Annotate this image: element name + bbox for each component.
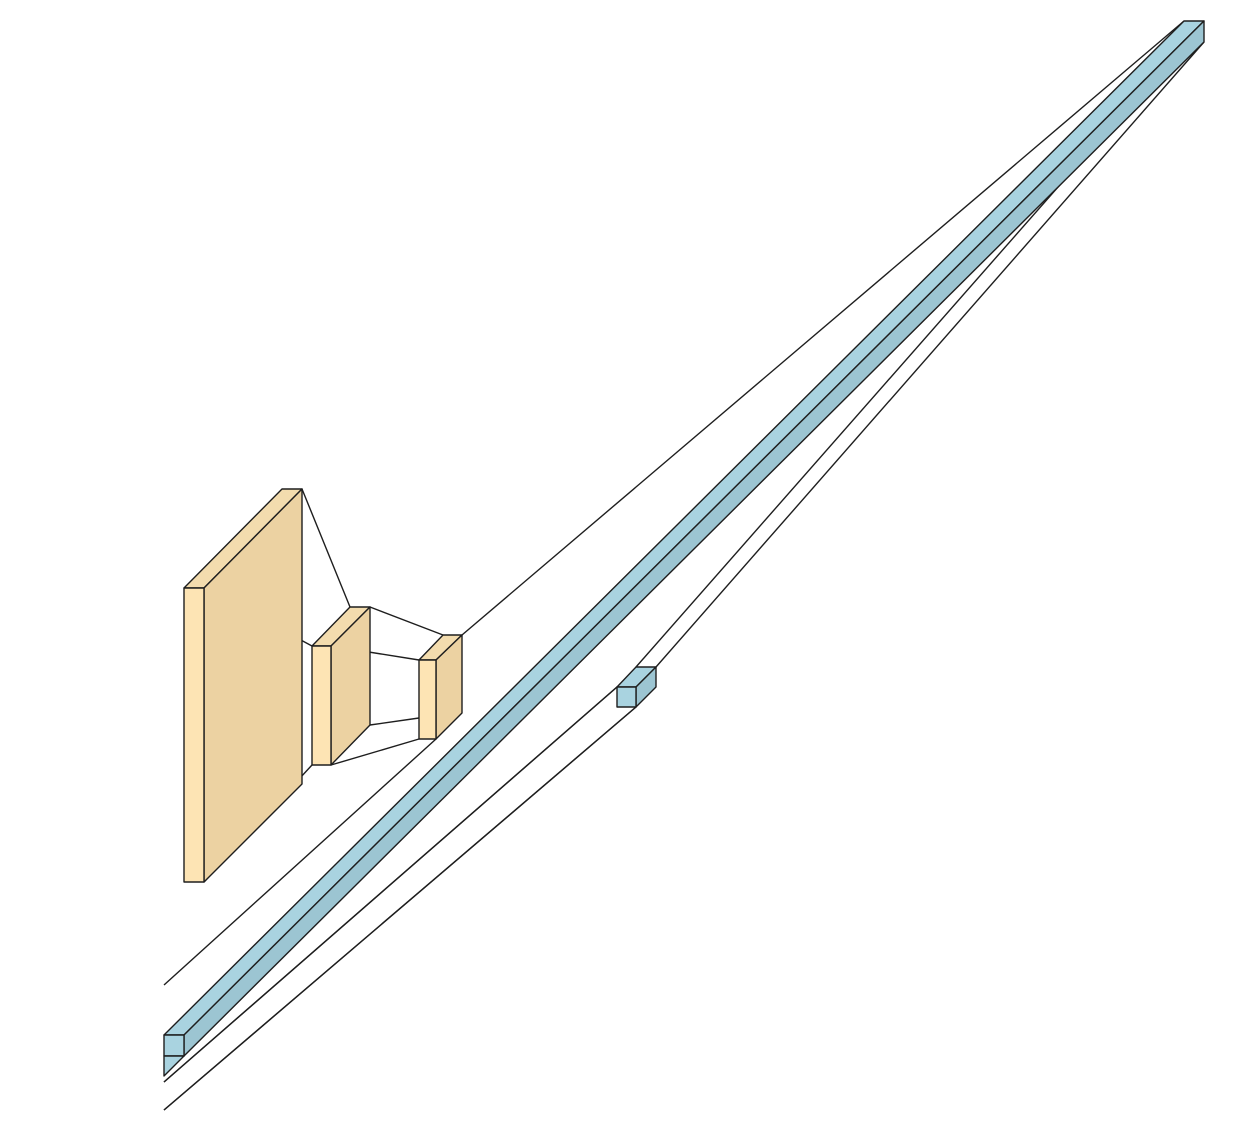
connection-line bbox=[369, 717, 420, 726]
conv-layer-3-front-face bbox=[418, 659, 437, 740]
connection-line bbox=[301, 488, 351, 608]
dense-layer-small-front-face bbox=[616, 686, 637, 708]
dense-layer-long-bottom-rim bbox=[163, 1055, 185, 1077]
dense-layer-long-top-face bbox=[163, 20, 1205, 1036]
conv-layer-2-front-face bbox=[311, 645, 332, 766]
connection-line bbox=[163, 738, 437, 986]
dense-layer-small bbox=[616, 666, 657, 708]
dense-layer-long bbox=[163, 20, 1205, 1077]
connection-line bbox=[163, 706, 637, 1111]
conv-layer-3 bbox=[418, 634, 463, 740]
connection-line bbox=[330, 738, 420, 766]
conv-layer-1-side-face bbox=[203, 488, 303, 883]
dense-layer-long-front-face bbox=[163, 1034, 185, 1057]
conv-layer-1-front-face bbox=[183, 587, 205, 883]
connection-line bbox=[369, 606, 444, 636]
connection-line bbox=[461, 20, 1185, 636]
dense-layer-long-side-face bbox=[183, 20, 1205, 1057]
front-connections bbox=[163, 686, 637, 1111]
connection-line bbox=[163, 686, 618, 1083]
conv-layer-1 bbox=[183, 488, 303, 883]
conv-layer-2 bbox=[311, 606, 371, 766]
connection-line bbox=[655, 41, 1205, 668]
